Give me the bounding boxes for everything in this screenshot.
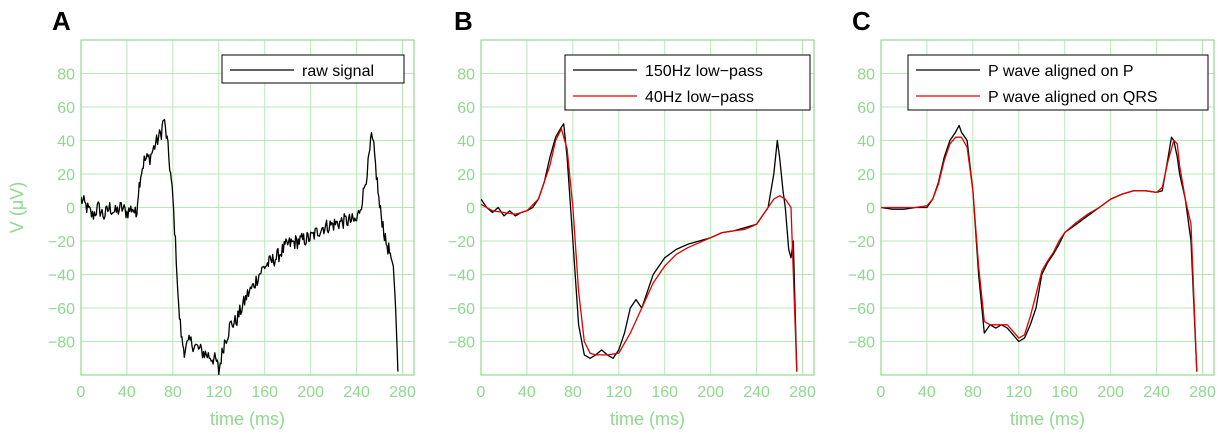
y-tick-label: −20	[448, 234, 475, 251]
y-tick-label: 60	[457, 100, 475, 117]
legend-label: P wave aligned on P	[988, 63, 1134, 80]
series-line-1	[481, 123, 798, 372]
x-tick-label: 120	[605, 384, 632, 401]
y-tick-label: −40	[848, 268, 875, 285]
y-tick-label: −60	[448, 301, 475, 318]
legend-label: P wave aligned on QRS	[988, 89, 1158, 106]
legend-box	[221, 54, 405, 84]
legend-label: 40Hz low−pass	[645, 89, 754, 106]
x-tick-label: 40	[518, 384, 536, 401]
x-tick-label: 200	[297, 384, 324, 401]
y-tick-label: −60	[48, 301, 75, 318]
y-tick-label: 60	[857, 100, 875, 117]
x-tick-label: 0	[77, 384, 86, 401]
legend: P wave aligned on P P wave aligned on QRS	[907, 54, 1209, 111]
y-tick-label: −40	[448, 268, 475, 285]
chart-panel-b: B 0 40 80 120 160 200 240 280 −80 −60 −40 −20 0 20 40 60…	[448, 6, 816, 429]
y-tick-label: 80	[457, 67, 475, 84]
y-tick-label: 40	[457, 134, 475, 151]
legend-box	[907, 54, 1209, 111]
y-tick-label: 40	[57, 134, 75, 151]
x-tick-label: 40	[918, 384, 936, 401]
legend: 150Hz low−pass 40Hz low−pass	[564, 54, 811, 111]
x-tick-label: 80	[164, 384, 182, 401]
panel-letter: A	[52, 6, 71, 36]
y-tick-label: 0	[466, 201, 475, 218]
x-tick-label: 80	[964, 384, 982, 401]
x-tick-label: 80	[564, 384, 582, 401]
y-tick-label: −20	[48, 234, 75, 251]
y-tick-label: −60	[848, 301, 875, 318]
x-tick-label: 40	[118, 384, 136, 401]
x-tick-label: 120	[1005, 384, 1032, 401]
y-tick-label: 0	[866, 201, 875, 218]
x-tick-label: 280	[389, 384, 416, 401]
legend-label: raw signal	[302, 63, 374, 80]
y-axis-label: V (μV)	[7, 182, 27, 233]
y-tick-label: 20	[857, 167, 875, 184]
x-tick-label: 240	[1143, 384, 1170, 401]
y-tick-label: 40	[857, 134, 875, 151]
x-tick-label: 160	[251, 384, 278, 401]
y-tick-label: 80	[57, 67, 75, 84]
x-tick-label: 280	[789, 384, 816, 401]
series-line-2	[881, 136, 1198, 372]
y-tick-label: −80	[848, 335, 875, 352]
panel-letter: C	[852, 6, 871, 36]
x-tick-label: 160	[651, 384, 678, 401]
legend-label: 150Hz low−pass	[645, 63, 763, 80]
x-tick-label: 200	[1097, 384, 1124, 401]
y-tick-label: −20	[848, 234, 875, 251]
x-tick-label: 160	[1051, 384, 1078, 401]
y-tick-label: 0	[66, 201, 75, 218]
series-line-2	[481, 128, 798, 372]
series-line-1	[81, 118, 399, 375]
y-tick-label: 60	[57, 100, 75, 117]
y-tick-label: −80	[448, 335, 475, 352]
x-tick-label: 240	[343, 384, 370, 401]
y-tick-label: −40	[48, 268, 75, 285]
x-tick-label: 120	[205, 384, 232, 401]
legend: raw signal	[221, 54, 405, 84]
x-axis-label: time (ms)	[1010, 409, 1085, 429]
plot-frame	[80, 39, 415, 376]
x-axis-label: time (ms)	[210, 409, 285, 429]
y-tick-label: −80	[48, 335, 75, 352]
y-tick-label: 20	[57, 167, 75, 184]
y-tick-label: 80	[857, 67, 875, 84]
x-tick-label: 200	[697, 384, 724, 401]
panel-letter: B	[454, 6, 473, 36]
x-tick-label: 240	[743, 384, 770, 401]
plot-frame	[480, 39, 815, 376]
x-axis-label: time (ms)	[610, 409, 685, 429]
chart-panel-c: C 0 40 80 120 160 200 240 280 −80 −60 −40 −20 0 20 40 60…	[848, 6, 1216, 429]
series-line-1	[881, 124, 1198, 372]
legend-box	[564, 54, 811, 111]
y-tick-label: 20	[457, 167, 475, 184]
x-tick-label: 280	[1189, 384, 1216, 401]
x-tick-label: 0	[477, 384, 486, 401]
x-tick-label: 0	[877, 384, 886, 401]
chart-panel-a: A 0 40 80 120 160 200 240 280 −80 −60 −40 −20 0 20 40 60…	[7, 6, 416, 429]
